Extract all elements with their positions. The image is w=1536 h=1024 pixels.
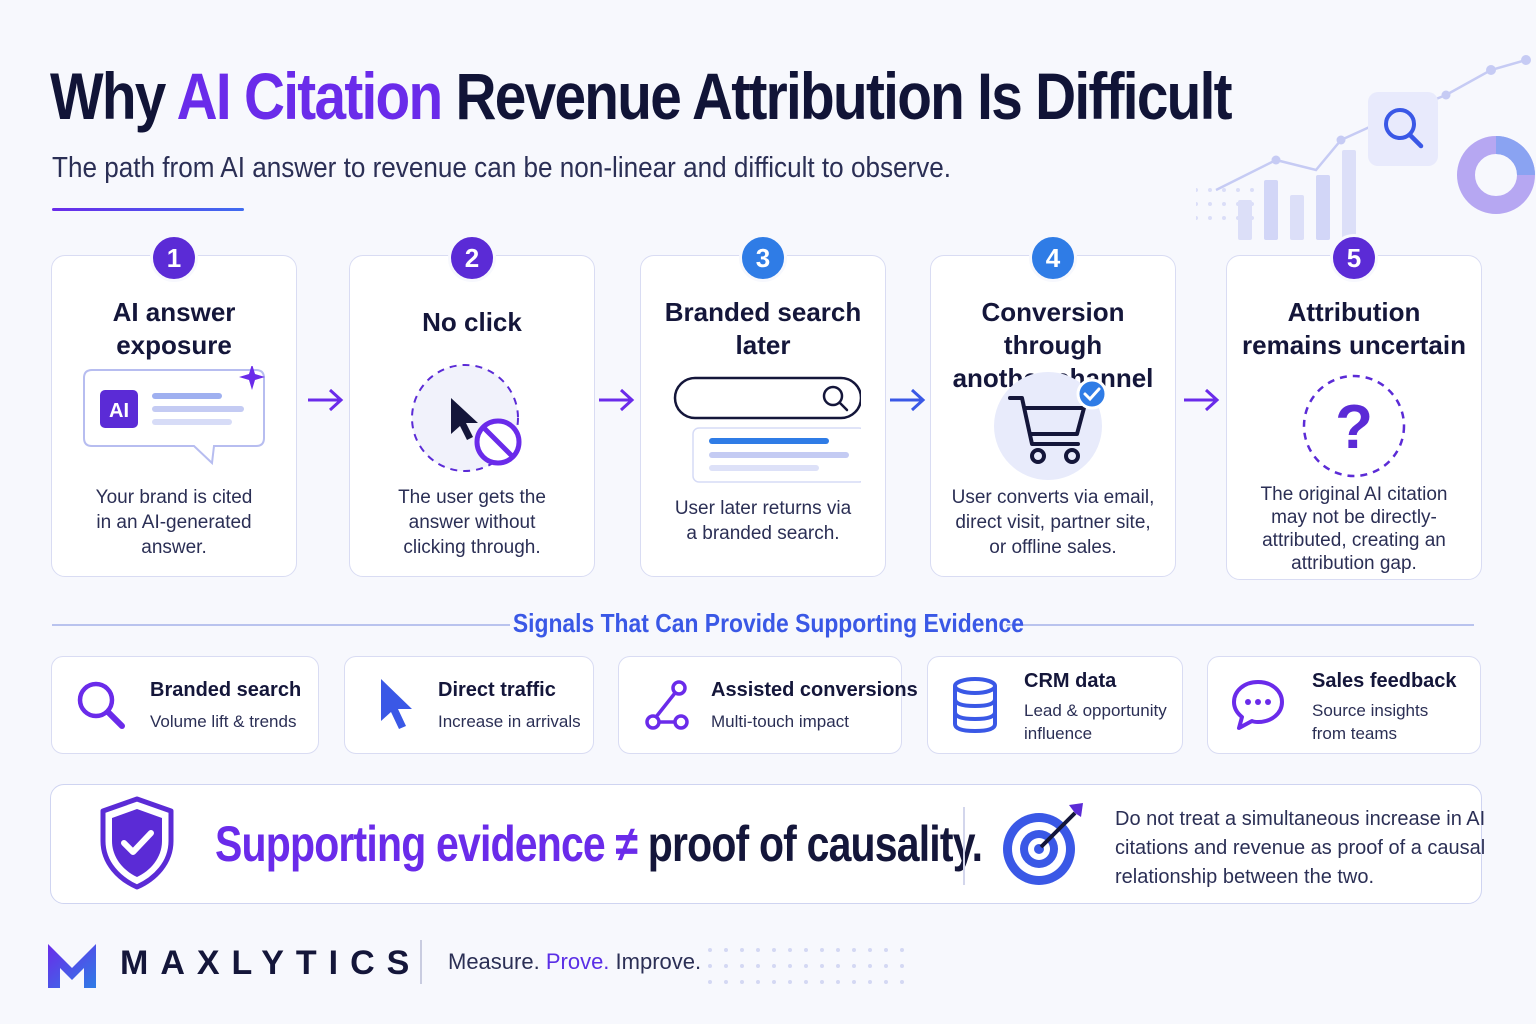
step-card-3: 3 Branded search later User later returns…: [640, 234, 886, 577]
svg-text:?: ?: [1335, 393, 1373, 462]
signal-title: CRM data: [1024, 670, 1117, 692]
signal-card-branded-search: Branded search Volume lift & trends: [51, 656, 319, 754]
brand-name: MAXLYTICS: [120, 944, 422, 982]
signal-card-direct-traffic: Direct traffic Increase in arrivals: [344, 656, 594, 754]
ai-chat-bubble-icon: AI: [83, 366, 265, 466]
signal-card-crm-data: CRM data Lead & opportunity influence: [927, 656, 1183, 754]
signal-title: Assisted conversions: [711, 679, 918, 701]
network-icon: [645, 680, 689, 730]
cursor-icon: [381, 679, 412, 729]
step-title: Conversion through another channel: [952, 297, 1154, 393]
step-title: No click: [422, 307, 522, 337]
title-underline: [52, 208, 244, 211]
chat-icon: [1232, 680, 1284, 730]
shield-check-icon: [100, 796, 174, 890]
arrow-right-icon: [599, 388, 635, 412]
banner-divider: [963, 807, 965, 885]
decorative-dots-icon: [708, 948, 904, 984]
step-description: The user gets the answer without clicking …: [398, 487, 546, 558]
signal-card-assisted-conversions: Assisted conversions Multi-touch impact: [618, 656, 918, 754]
step-card-4: 4 Conversion through another channel User…: [930, 234, 1176, 577]
brand-tagline: Measure. Prove. Improve.: [448, 949, 702, 974]
step-title: AI answer exposure: [112, 297, 236, 360]
target-icon: [1003, 803, 1083, 885]
step-card-5: 5 Attribution remains uncertain ? The ori…: [1226, 234, 1482, 580]
section-divider: [52, 624, 510, 626]
search-bar-icon: [673, 376, 861, 483]
step-title: Attribution remains uncertain: [1242, 297, 1466, 360]
causality-banner: Supporting evidence ≠ proof of causality…: [50, 784, 1486, 904]
shopping-cart-icon: [994, 372, 1108, 480]
step-title: Branded search later: [664, 297, 862, 360]
footer-divider: [420, 940, 422, 984]
no-click-cursor-icon: [411, 364, 522, 472]
signal-title: Direct traffic: [438, 679, 556, 701]
search-icon: [77, 681, 125, 729]
signal-title: Sales feedback: [1312, 670, 1457, 692]
signal-description: Multi-touch impact: [711, 712, 849, 731]
step-number: 2: [448, 234, 496, 282]
maxlytics-logo-icon: [48, 944, 96, 988]
step-description: Your brand is cited in an AI-generated ans…: [95, 487, 253, 558]
banner-note: Do not treat a simultaneous increase in …: [1115, 808, 1486, 888]
step-card-2: 2 No click The user gets the answer witho…: [349, 234, 595, 577]
signal-card-sales-feedback: Sales feedback Source insights from teams: [1207, 656, 1481, 754]
signals-title: Signals That Can Provide Supporting Evid…: [512, 608, 1024, 638]
question-mark-icon: ?: [1302, 374, 1406, 478]
step-number: 3: [739, 234, 787, 282]
signal-description: Lead & opportunity influence: [1024, 701, 1167, 743]
step-description: User converts via email, direct visit, pa…: [951, 487, 1155, 558]
svg-text:AI: AI: [109, 400, 129, 422]
database-icon: [953, 677, 997, 734]
signal-description: Source insights from teams: [1312, 701, 1429, 743]
signal-title: Branded search: [150, 679, 302, 701]
arrow-right-icon: [308, 388, 344, 412]
analytics-decoration-icon: [1196, 55, 1535, 240]
step-number: 1: [150, 234, 198, 282]
signal-description: Volume lift & trends: [150, 712, 297, 731]
page-subtitle: The path from AI answer to revenue can b…: [52, 152, 952, 184]
section-divider: [1006, 624, 1474, 626]
page-title: Why AI Citation Revenue Attribution Is D…: [50, 59, 1233, 133]
step-number: 4: [1029, 234, 1077, 282]
step-card-1: 1 AI answer exposure AI Your brand is cit…: [51, 234, 297, 577]
arrow-right-icon: [890, 388, 926, 412]
signal-description: Increase in arrivals: [438, 712, 581, 731]
step-description: The original AI citation may not be direc…: [1260, 484, 1448, 574]
step-number: 5: [1330, 234, 1378, 282]
arrow-right-icon: [1184, 388, 1220, 412]
step-description: User later returns via a branded search.: [674, 498, 852, 544]
banner-headline: Supporting evidence ≠ proof of causality…: [215, 816, 983, 872]
